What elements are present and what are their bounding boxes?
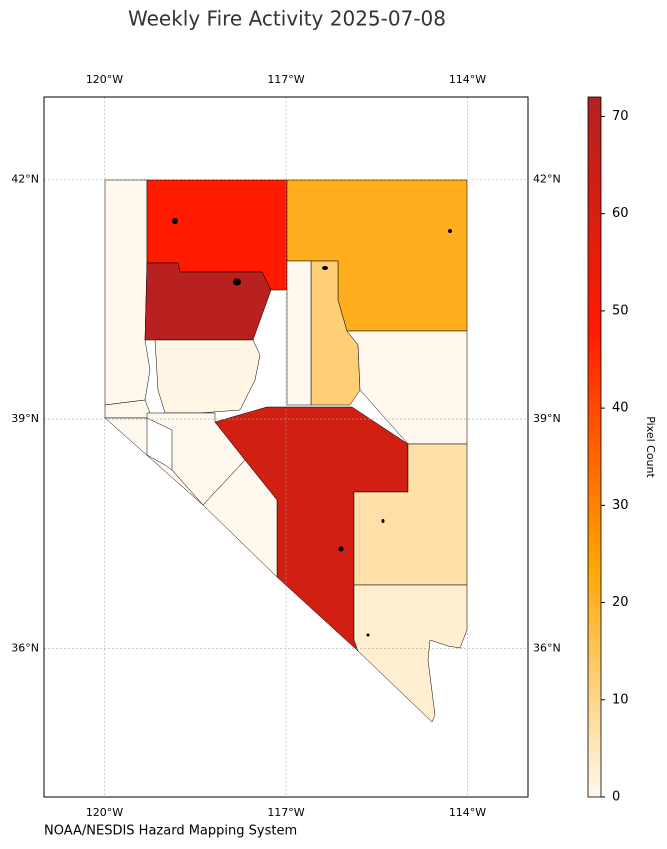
fire: [448, 229, 452, 233]
lat-tick-label: 42°N: [11, 172, 39, 185]
colorbar-tick-label: 70: [612, 109, 629, 124]
map-frame: [43, 96, 529, 798]
fire: [172, 218, 178, 224]
colorbar: [587, 96, 602, 798]
colorbar-label: Pixel Count: [644, 416, 657, 478]
colorbar-tick-label: 0: [612, 790, 620, 805]
lat-tick-label: 36°N: [11, 642, 39, 655]
county: [144, 262, 272, 341]
colorbar-tick-label: 30: [612, 498, 629, 513]
fire: [381, 519, 385, 523]
lon-tick-label: 114°W: [449, 806, 486, 819]
county: [202, 459, 278, 578]
lon-tick-label: 117°W: [267, 73, 304, 86]
fire-detections: [172, 218, 452, 637]
graticule: [44, 97, 528, 797]
source-credit: NOAA/NESDIS Hazard Mapping System: [44, 824, 297, 839]
county: [104, 179, 151, 406]
lon-tick-label: 120°W: [86, 73, 123, 86]
county: [154, 339, 261, 414]
lat-tick-label: 42°N: [533, 172, 561, 185]
lon-tick-label: 117°W: [267, 806, 304, 819]
lat-tick-label: 39°N: [533, 412, 561, 425]
colorbar-tick-label: 20: [612, 595, 629, 610]
lon-tick-label: 114°W: [449, 73, 486, 86]
colorbar-tick-label: 40: [612, 401, 629, 416]
regions: [104, 179, 468, 723]
lon-tick-label: 120°W: [86, 806, 123, 819]
fire: [233, 278, 241, 286]
lat-tick-label: 39°N: [11, 412, 39, 425]
map-title: Weekly Fire Activity 2025-07-08: [128, 7, 446, 31]
county: [353, 584, 468, 723]
fire: [338, 546, 344, 552]
lat-tick-label: 36°N: [533, 642, 561, 655]
colorbar-tick-label: 10: [612, 692, 629, 707]
fire: [366, 633, 370, 637]
county: [286, 260, 312, 406]
fire: [322, 266, 328, 270]
colorbar-tick-label: 60: [612, 206, 629, 221]
colorbar-tick-label: 50: [612, 303, 629, 318]
